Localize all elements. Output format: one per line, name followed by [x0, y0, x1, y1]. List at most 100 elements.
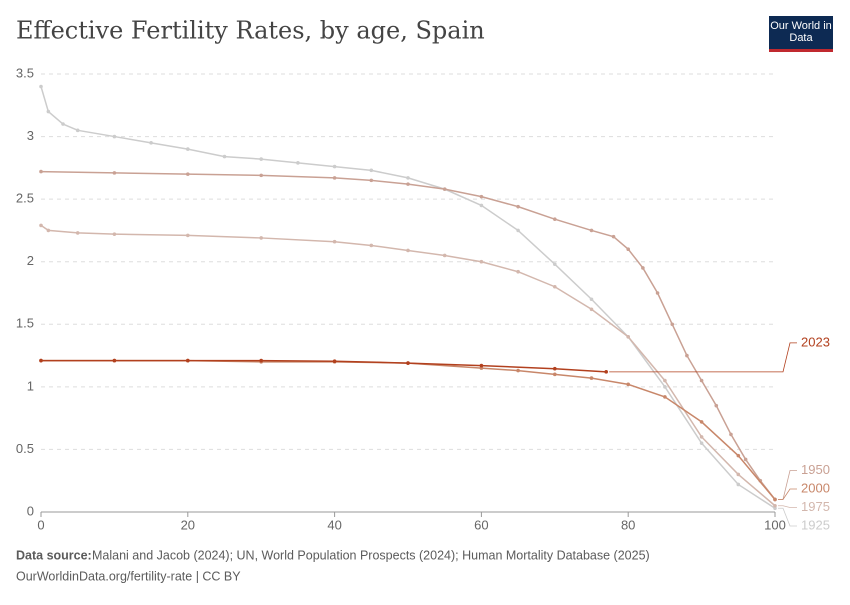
point [369, 168, 374, 173]
point [479, 363, 484, 368]
point [589, 376, 594, 380]
point [479, 203, 484, 208]
point [714, 403, 719, 408]
point [186, 233, 190, 238]
point [186, 358, 190, 363]
point [589, 307, 594, 312]
series-label: 1975 [801, 499, 830, 514]
point [626, 335, 630, 339]
point [112, 134, 117, 139]
point [406, 361, 410, 365]
label-connector [778, 488, 797, 500]
point [736, 482, 741, 487]
point [406, 182, 410, 186]
logo: Our World in Data [770, 20, 832, 44]
x-tick-label: 40 [327, 517, 341, 532]
y-tick-label: 2.5 [16, 191, 34, 206]
point [611, 234, 616, 239]
point [626, 382, 630, 387]
chart-title: Effective Fertility Rates, by age, Spain [16, 17, 485, 45]
point [663, 378, 667, 383]
point [259, 157, 264, 161]
point [553, 366, 557, 371]
series-label: 1950 [801, 462, 830, 477]
point [773, 506, 777, 511]
x-tick-label: 20 [181, 517, 195, 532]
point [112, 171, 117, 175]
point [442, 253, 447, 258]
point [479, 366, 484, 370]
point [626, 247, 630, 251]
point [655, 291, 660, 295]
point [369, 243, 374, 248]
footer: OurWorldinData.org/fertility-rate | CC B… [16, 569, 241, 583]
label-connector [778, 470, 797, 500]
point [589, 228, 594, 233]
point [589, 297, 594, 302]
logo-stripe [769, 49, 833, 52]
point [259, 173, 264, 178]
point [553, 284, 557, 289]
point [641, 266, 645, 270]
point [112, 232, 117, 236]
point [773, 497, 777, 502]
x-tick-label: 80 [621, 517, 635, 532]
point [39, 169, 43, 174]
y-tick-label: 0.5 [16, 441, 34, 456]
y-tick-label: 3.5 [16, 65, 34, 80]
x-tick-label: 60 [474, 517, 488, 532]
series-label: 1925 [801, 517, 830, 532]
source-label: Data source: [16, 548, 92, 562]
point [516, 204, 520, 209]
label-connector [778, 507, 797, 527]
logo-box [769, 16, 833, 52]
series-label: 2023 [801, 334, 830, 349]
point [75, 231, 80, 235]
point [699, 435, 704, 439]
point [685, 353, 689, 358]
point [222, 154, 227, 159]
y-tick-label: 0 [27, 503, 34, 518]
point [736, 472, 741, 477]
y-tick-label: 2 [27, 253, 34, 268]
point [369, 178, 374, 183]
series-label: 2000 [801, 480, 830, 495]
point [46, 228, 51, 233]
point [670, 322, 675, 327]
point [442, 187, 447, 191]
point [516, 228, 520, 233]
point [39, 358, 43, 363]
point [259, 358, 264, 363]
point [39, 223, 43, 228]
x-tick-label: 0 [37, 517, 44, 532]
point [259, 236, 264, 240]
point [479, 259, 484, 264]
series-line [40, 86, 776, 509]
point [112, 358, 117, 363]
point [699, 420, 704, 424]
point [39, 84, 43, 89]
y-tick-label: 3 [27, 128, 34, 143]
point [149, 141, 153, 145]
label-connector [609, 342, 797, 373]
x-tick-label: 100 [764, 517, 786, 532]
point [332, 176, 337, 180]
point [663, 395, 667, 399]
y-tick-label: 1 [27, 378, 34, 393]
point [516, 368, 520, 373]
point [332, 164, 337, 169]
label-connector [778, 505, 797, 508]
series-line [40, 170, 776, 500]
point [46, 109, 51, 114]
point [773, 503, 777, 508]
series-line [40, 224, 776, 507]
source: Malani and Jacob (2024); UN, World Popul… [92, 548, 650, 562]
point [332, 359, 337, 364]
point [729, 432, 733, 437]
point [699, 441, 704, 445]
point [61, 122, 65, 126]
point [743, 457, 748, 462]
point [332, 239, 337, 244]
